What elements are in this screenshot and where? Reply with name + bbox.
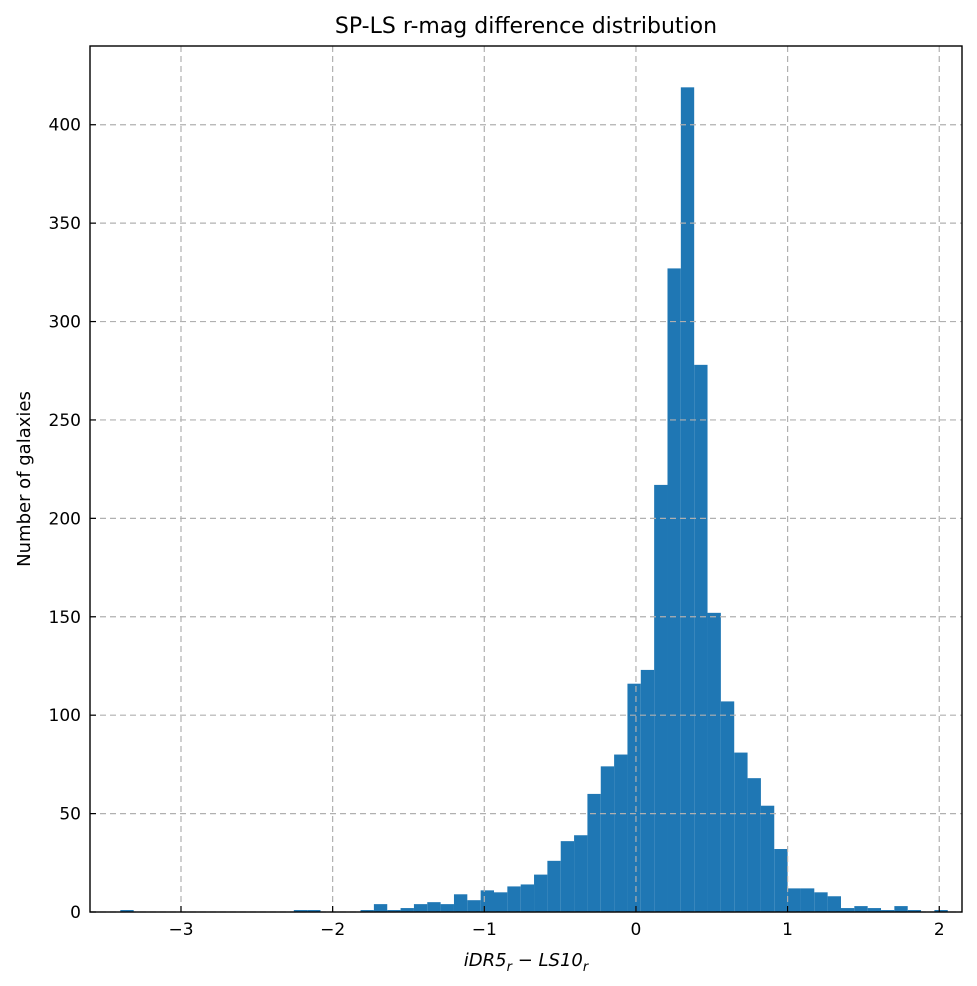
histogram-bar xyxy=(720,701,735,912)
histogram-bar xyxy=(293,910,308,912)
x-label-base1: iDR5 xyxy=(464,950,507,971)
y-tick-label: 0 xyxy=(70,903,81,923)
x-tick-label: 0 xyxy=(631,920,642,940)
histogram-bar xyxy=(840,908,855,912)
histogram-bar xyxy=(400,908,414,912)
x-tick-label: −3 xyxy=(168,920,193,940)
histogram-bar xyxy=(427,902,441,912)
x-tick-label: −2 xyxy=(320,920,345,940)
histogram-bar xyxy=(680,87,695,913)
x-axis-label: iDR5r − LS10r xyxy=(464,950,590,975)
x-tick-label: 1 xyxy=(782,920,793,940)
histogram-bar xyxy=(760,805,775,912)
histogram-bar xyxy=(907,910,922,912)
histogram-bar xyxy=(934,910,948,912)
histogram-bar xyxy=(707,612,721,912)
histogram-bar xyxy=(694,364,708,912)
histogram-bar xyxy=(387,910,401,912)
histogram-bar xyxy=(667,268,681,912)
histogram-bar xyxy=(440,904,454,912)
x-label-base2: LS10 xyxy=(539,950,583,971)
histogram-bar xyxy=(654,484,668,912)
histogram-bar xyxy=(640,669,655,912)
histogram-bar xyxy=(774,849,788,912)
y-tick-label: 250 xyxy=(49,411,81,431)
histogram-bar xyxy=(587,793,601,912)
histogram-bar xyxy=(560,841,575,912)
chart-title: SP-LS r-mag difference distribution xyxy=(335,14,717,39)
histogram-bar xyxy=(574,835,588,912)
histogram-bar xyxy=(881,910,895,912)
histogram-bar xyxy=(373,904,388,912)
plot-frame xyxy=(89,45,963,913)
histogram-bar xyxy=(614,754,628,912)
y-tick-label: 50 xyxy=(59,805,81,825)
histogram-bar xyxy=(120,910,134,912)
y-tick-label: 300 xyxy=(49,313,81,333)
y-tick-label: 200 xyxy=(49,509,81,529)
histogram-bar xyxy=(307,910,321,912)
histogram-bar xyxy=(894,906,908,912)
y-tick-label: 400 xyxy=(49,116,81,136)
x-label-sub1: r xyxy=(507,960,514,975)
histogram-bar xyxy=(827,896,841,912)
y-tick-label: 100 xyxy=(49,706,81,726)
histogram-bar xyxy=(854,906,868,912)
x-label-sub2: r xyxy=(583,960,590,975)
histogram-bar xyxy=(520,884,535,912)
histogram-bar xyxy=(534,874,548,912)
histogram-bar xyxy=(480,890,495,912)
histogram-bar xyxy=(507,886,521,912)
y-axis-label: Number of galaxies xyxy=(14,391,35,567)
histogram-bar xyxy=(494,892,508,912)
histogram-bar xyxy=(453,894,468,912)
histogram-bar xyxy=(547,860,561,912)
ticks-layer: −3 −2 −1 0 1 2 0 50 100 150 200 250 300 350 400 xyxy=(49,116,945,940)
x-tick-label: 2 xyxy=(934,920,945,940)
histogram-bar xyxy=(800,888,815,912)
x-label-minus: − xyxy=(512,950,539,971)
histogram-bar xyxy=(413,904,428,912)
histogram-bar xyxy=(814,892,828,912)
histogram-bar xyxy=(787,888,801,912)
histogram-bar xyxy=(360,910,374,912)
histogram-bar xyxy=(747,778,761,912)
y-tick-label: 150 xyxy=(49,608,81,628)
histogram-bar xyxy=(867,908,882,912)
histogram-bar xyxy=(734,752,748,912)
histogram-bar xyxy=(467,900,481,912)
histogram-bar xyxy=(600,766,615,912)
bars-layer xyxy=(90,46,962,913)
y-tick-label: 350 xyxy=(49,214,81,234)
histogram-bar xyxy=(627,683,641,912)
x-tick-label: −1 xyxy=(472,920,497,940)
